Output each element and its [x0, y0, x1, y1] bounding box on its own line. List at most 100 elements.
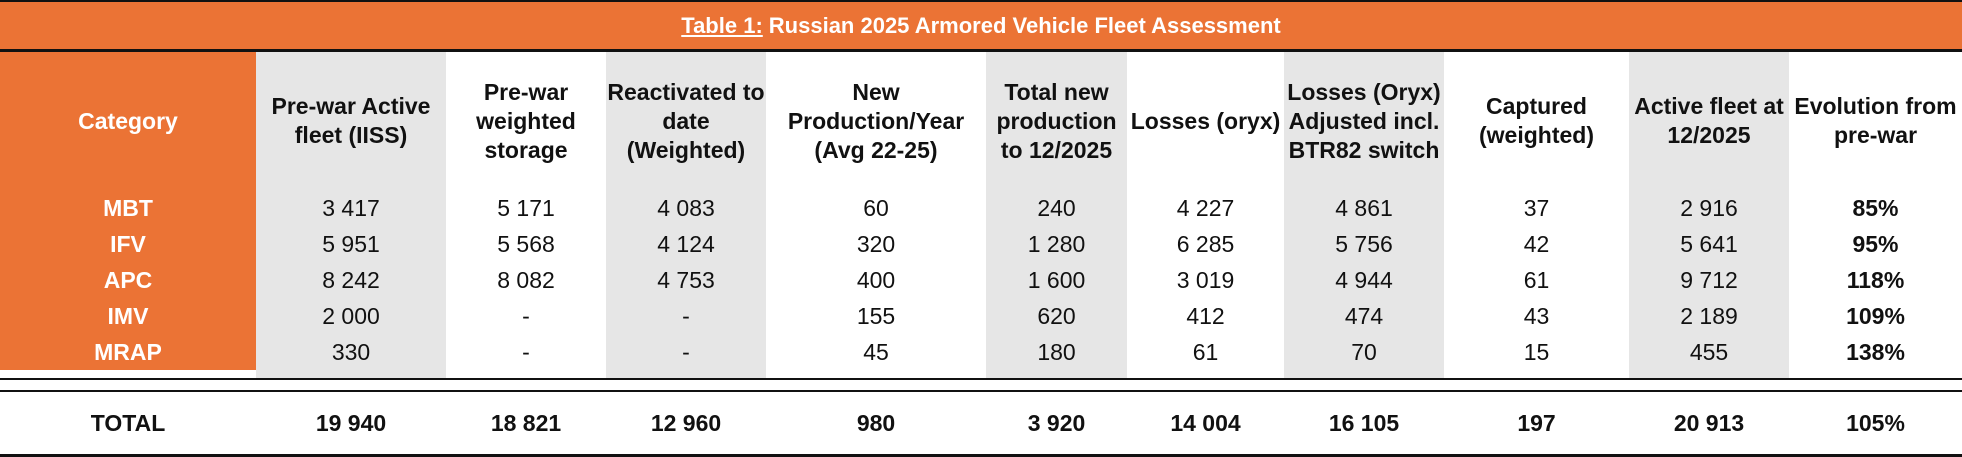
spacer-cell: [1789, 370, 1962, 379]
cell-prewar-active: 5 951: [256, 226, 446, 262]
cell-total-new-production: 620: [986, 298, 1127, 334]
table-title: Table 1: Russian 2025 Armored Vehicle Fl…: [0, 0, 1962, 52]
table-row: APC 8 242 8 082 4 753 400 1 600 3 019 4 …: [0, 262, 1962, 298]
cell-evolution: 95%: [1852, 230, 1899, 257]
cell-total-new-production: 1 600: [986, 262, 1127, 298]
cell-reactivated: 4 083: [606, 190, 766, 226]
total-prewar-storage: 18 821: [446, 391, 606, 457]
cell-new-production-year: 320: [856, 230, 896, 257]
header-captured: Captured (weighted): [1479, 93, 1594, 148]
cell-evolution: 118%: [1846, 266, 1905, 293]
cell-new-production-year: 400: [856, 266, 896, 293]
total-captured: 197: [1444, 391, 1629, 457]
spacer-cell: [986, 370, 1127, 379]
header-row: Category Pre-war Active fleet (IISS) Pre…: [0, 52, 1962, 190]
double-rule-separator: [0, 378, 1962, 392]
cell-total-new-production: 180: [986, 334, 1127, 370]
table-title-prefix: Table 1:: [681, 12, 763, 38]
cell-total-new-production: 240: [986, 190, 1127, 226]
header-prewar-storage: Pre-war weighted storage: [476, 78, 576, 163]
row-category: MBT: [0, 190, 256, 226]
header-prewar-active: Pre-war Active fleet (IISS): [256, 52, 446, 190]
cell-losses-oryx: 412: [1186, 302, 1225, 329]
cell-active-fleet-2025: 9 712: [1629, 262, 1789, 298]
cell-captured: 61: [1523, 266, 1550, 293]
cell-losses-oryx: 3 019: [1176, 266, 1235, 293]
cell-captured: 42: [1523, 230, 1550, 257]
row-category: APC: [0, 262, 256, 298]
cell-prewar-storage: 5 568: [497, 230, 555, 257]
cell-captured: 15: [1523, 338, 1550, 365]
cell-prewar-active: 330: [256, 334, 446, 370]
cell-prewar-storage: 8 082: [497, 266, 555, 293]
total-new-production-year: 980: [766, 391, 986, 457]
spacer-cell: [256, 370, 446, 379]
spacer-cell: [1284, 370, 1444, 379]
table-row: MRAP 330 - - 45 180 61 70 15 455 138%: [0, 334, 1962, 370]
cell-evolution: 85%: [1852, 194, 1899, 221]
table-row: MBT 3 417 5 171 4 083 60 240 4 227 4 861…: [0, 190, 1962, 226]
cell-losses-adjusted: 4 861: [1284, 190, 1444, 226]
header-reactivated: Reactivated to date (Weighted): [606, 52, 766, 190]
cell-active-fleet-2025: 2 189: [1629, 298, 1789, 334]
spacer-cell: [766, 370, 986, 379]
cell-evolution: 109%: [1846, 302, 1905, 329]
spacer-cell: [1629, 370, 1789, 379]
cell-losses-adjusted: 5 756: [1284, 226, 1444, 262]
cell-losses-adjusted: 4 944: [1284, 262, 1444, 298]
cell-prewar-active: 8 242: [256, 262, 446, 298]
cell-reactivated: 4 124: [606, 226, 766, 262]
cell-losses-oryx: 6 285: [1176, 230, 1235, 257]
header-losses-adjusted: Losses (Oryx) Adjusted incl. BTR82 switc…: [1284, 52, 1444, 190]
table-row: IFV 5 951 5 568 4 124 320 1 280 6 285 5 …: [0, 226, 1962, 262]
total-evolution: 105%: [1789, 391, 1962, 457]
spacer-cell: [1127, 370, 1284, 379]
cell-active-fleet-2025: 455: [1629, 334, 1789, 370]
spacer-cell: [606, 370, 766, 379]
total-active-fleet-2025: 20 913: [1629, 391, 1789, 457]
row-category: IMV: [0, 298, 256, 334]
cell-evolution: 138%: [1846, 338, 1905, 365]
cell-losses-adjusted: 70: [1284, 334, 1444, 370]
cell-new-production-year: 60: [863, 194, 889, 221]
cell-new-production-year: 45: [863, 338, 889, 365]
cell-active-fleet-2025: 5 641: [1629, 226, 1789, 262]
row-category: IFV: [0, 226, 256, 262]
row-category: MRAP: [0, 334, 256, 370]
header-losses-oryx: Losses (oryx): [1130, 107, 1281, 134]
cell-reactivated: -: [606, 298, 766, 334]
cell-prewar-storage: 5 171: [497, 194, 555, 221]
cell-reactivated: -: [606, 334, 766, 370]
total-row: TOTAL 19 940 18 821 12 960 980 3 920 14 …: [0, 391, 1962, 457]
fleet-table: Category Pre-war Active fleet (IISS) Pre…: [0, 52, 1962, 457]
cell-prewar-storage: -: [522, 338, 530, 365]
cell-prewar-active: 2 000: [256, 298, 446, 334]
total-label: TOTAL: [0, 391, 256, 457]
cell-losses-adjusted: 474: [1284, 298, 1444, 334]
spacer-cell: [0, 370, 256, 379]
total-reactivated: 12 960: [606, 391, 766, 457]
spacer-cell: [446, 370, 606, 379]
cell-losses-oryx: 61: [1192, 338, 1219, 365]
table-row: IMV 2 000 - - 155 620 412 474 43 2 189 1…: [0, 298, 1962, 334]
header-new-production-year: New Production/Year (Avg 22-25): [787, 78, 965, 163]
separator-cell: [0, 378, 1962, 392]
spacer-row: [0, 370, 1962, 379]
cell-captured: 37: [1523, 194, 1550, 221]
header-evolution: Evolution from pre-war: [1794, 93, 1957, 148]
cell-new-production-year: 155: [856, 302, 896, 329]
cell-active-fleet-2025: 2 916: [1629, 190, 1789, 226]
total-losses-oryx: 14 004: [1127, 391, 1284, 457]
cell-reactivated: 4 753: [606, 262, 766, 298]
table-title-text: Russian 2025 Armored Vehicle Fleet Asses…: [768, 12, 1281, 38]
header-category: Category: [0, 52, 256, 190]
cell-total-new-production: 1 280: [986, 226, 1127, 262]
cell-captured: 43: [1523, 302, 1550, 329]
header-active-fleet-2025: Active fleet at 12/2025: [1629, 52, 1789, 190]
header-total-new-production: Total new production to 12/2025: [986, 52, 1127, 190]
cell-prewar-active: 3 417: [256, 190, 446, 226]
total-total-new-production: 3 920: [986, 391, 1127, 457]
spacer-cell: [1444, 370, 1629, 379]
total-losses-adjusted: 16 105: [1284, 391, 1444, 457]
total-prewar-active: 19 940: [256, 391, 446, 457]
